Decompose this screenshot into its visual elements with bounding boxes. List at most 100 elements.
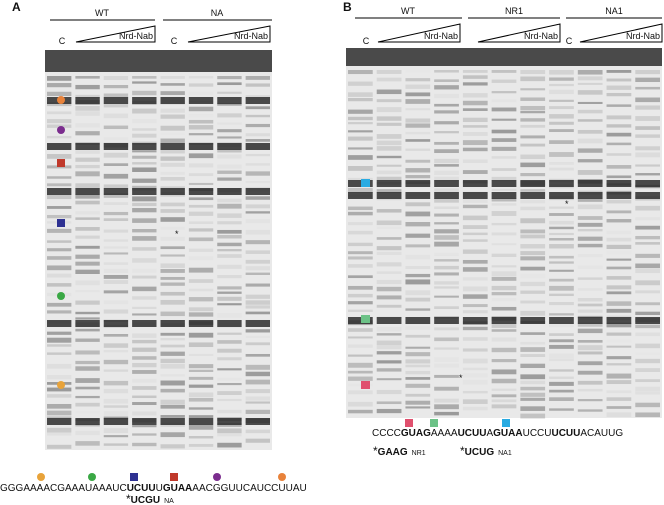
gel-band	[376, 317, 402, 324]
gel-band	[376, 189, 402, 193]
gel-band	[491, 192, 517, 199]
gel-band	[405, 70, 431, 73]
gel-band	[577, 82, 603, 85]
gel-band	[635, 280, 660, 286]
gel-band	[606, 165, 632, 169]
gel-band	[188, 415, 214, 418]
gel-band	[434, 241, 459, 247]
gel-band	[376, 89, 402, 95]
gel-band	[434, 252, 459, 256]
gel-band	[47, 154, 72, 159]
gel-band	[462, 108, 488, 111]
gel-band	[434, 206, 459, 209]
gel-band	[376, 271, 402, 274]
gel-band	[434, 347, 459, 350]
gel-band	[103, 163, 129, 166]
gel-band	[132, 378, 157, 383]
gel-band	[75, 300, 100, 305]
gel-band	[47, 119, 72, 124]
gel-band	[376, 155, 402, 159]
gel-band	[217, 291, 242, 294]
gel-band	[47, 176, 72, 179]
gel-band	[188, 143, 214, 150]
gel-band	[188, 197, 214, 201]
gel-band	[103, 252, 129, 255]
gel-band	[217, 122, 242, 125]
gel-band	[577, 229, 603, 232]
gel-band	[160, 171, 185, 175]
gel-band	[376, 176, 402, 181]
gel-band	[188, 153, 214, 159]
gel-band	[160, 138, 185, 144]
gel-band	[188, 106, 214, 112]
gel-band	[217, 398, 242, 402]
gel-band	[217, 377, 242, 381]
gel-band	[405, 168, 431, 173]
gel-band	[405, 364, 431, 368]
gel-band	[434, 295, 459, 298]
gel-band	[606, 92, 632, 97]
gel-band	[376, 192, 402, 199]
gradient-label: Nrd-Nab	[119, 31, 153, 41]
mutation-star: *	[373, 444, 378, 458]
gel-band	[160, 188, 185, 195]
gel-band	[217, 249, 242, 252]
gel-band	[47, 91, 72, 97]
gel-band	[75, 386, 100, 390]
gel-band	[245, 418, 270, 425]
gel-band	[160, 202, 185, 207]
gel-band	[245, 438, 270, 443]
gel-band	[376, 279, 402, 285]
gel-band	[549, 244, 574, 249]
gel-band	[132, 320, 157, 327]
gel-band	[520, 374, 546, 380]
gel-band	[47, 76, 72, 81]
gel-band	[348, 136, 373, 141]
gel-band	[245, 211, 270, 214]
marker	[502, 419, 510, 427]
gel-band	[549, 232, 574, 236]
gel-band	[462, 337, 488, 341]
gel-band	[103, 173, 129, 179]
gel-band	[348, 409, 373, 414]
gel-band	[75, 430, 100, 436]
gel-band	[217, 348, 242, 353]
gel-band	[491, 138, 517, 142]
gel-band	[520, 413, 546, 419]
gel-band	[405, 180, 431, 187]
gel-band	[75, 131, 100, 136]
gel-band	[520, 162, 546, 168]
gel-band	[103, 280, 129, 284]
gel-band	[606, 266, 632, 270]
sequence-segment: U	[156, 483, 163, 494]
gel-band	[160, 404, 185, 409]
gel-band	[491, 99, 517, 103]
gel-band	[491, 232, 517, 236]
marker	[430, 419, 438, 427]
mutation-bases: GAAG	[378, 447, 408, 458]
gel-band	[520, 229, 546, 234]
gel-band	[188, 364, 214, 369]
gel-band	[348, 180, 373, 187]
gel-band	[245, 229, 270, 235]
gel-band	[160, 415, 185, 418]
gel-band	[635, 164, 660, 167]
gel-band	[160, 344, 185, 348]
gel-band	[577, 340, 603, 343]
gel-band	[245, 409, 270, 414]
gel-band	[47, 320, 72, 327]
gel-band	[103, 152, 129, 158]
gel-band	[160, 338, 185, 341]
gel-band	[103, 359, 129, 365]
gel-band	[188, 119, 214, 124]
gel-band	[405, 123, 431, 128]
gel-band	[491, 388, 517, 391]
gel-band	[47, 83, 72, 88]
gel-band	[188, 418, 214, 425]
gel-band	[75, 211, 100, 215]
gel-band	[245, 219, 270, 224]
gel-band	[491, 323, 517, 328]
gel-band	[606, 78, 632, 82]
gel-band	[47, 352, 72, 355]
gel-band	[47, 206, 72, 209]
